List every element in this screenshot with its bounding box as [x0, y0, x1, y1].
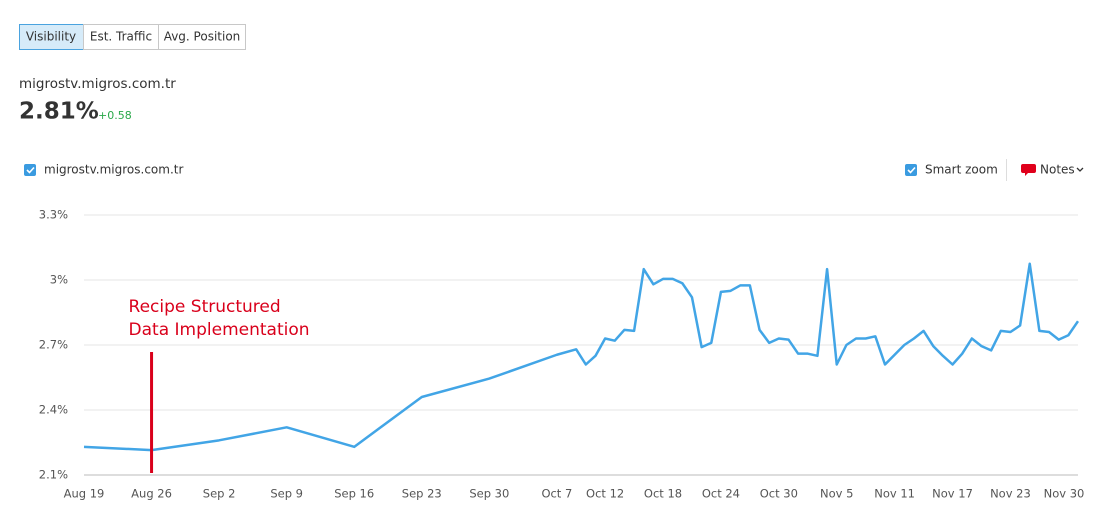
x-tick-label: Nov 23	[990, 487, 1031, 501]
y-tick-label: 2.7%	[39, 338, 68, 352]
x-tick-label: Aug 19	[64, 487, 105, 501]
legend-checkbox[interactable]	[24, 164, 36, 176]
annotation-text: Data Implementation	[129, 320, 310, 340]
smart-zoom-label[interactable]: Smart zoom	[925, 163, 998, 177]
x-tick-label: Oct 7	[541, 487, 572, 501]
check	[907, 166, 916, 174]
y-tick-label: 2.1%	[39, 468, 68, 482]
x-tick-label: Oct 24	[702, 487, 740, 501]
y-tick-label: 3.3%	[39, 208, 68, 222]
x-tick-label: Nov 30	[1044, 487, 1085, 501]
check	[26, 166, 35, 174]
notes-label[interactable]: Notes	[1040, 163, 1075, 177]
tab-label[interactable]: Avg. Position	[164, 30, 241, 44]
x-tick-label: Aug 26	[131, 487, 172, 501]
x-tick-label: Sep 30	[469, 487, 509, 501]
tab-label[interactable]: Est. Traffic	[90, 30, 152, 44]
annotation-text: Recipe Structured	[129, 297, 281, 317]
legend-label: migrostv.migros.com.tr	[44, 163, 183, 177]
metric: 2.81%	[19, 99, 99, 125]
notes-icon	[1021, 164, 1036, 176]
series-line	[83, 262, 1080, 452]
x-tick-label: Sep 23	[402, 487, 442, 501]
x-tick-label: Nov 11	[874, 487, 915, 501]
x-tick-label: Sep 2	[203, 487, 236, 501]
x-tick-label: Nov 17	[932, 487, 973, 501]
x-tick-label: Sep 16	[334, 487, 374, 501]
tab-label[interactable]: Visibility	[26, 30, 76, 44]
domain: migrostv.migros.com.tr	[19, 76, 176, 92]
x-tick-label: Nov 5	[820, 487, 853, 501]
x-tick-label: Oct 30	[760, 487, 798, 501]
x-tick-label: Oct 12	[586, 487, 624, 501]
tab[interactable]	[83, 24, 159, 50]
chevron[interactable]	[1076, 167, 1084, 172]
x-tick-label: Oct 18	[644, 487, 682, 501]
change: +0.58	[98, 109, 132, 122]
smart-zoom-checkbox[interactable]	[905, 164, 917, 176]
tab-selected[interactable]	[19, 24, 84, 50]
y-tick-label: 3%	[50, 273, 68, 287]
tab[interactable]	[158, 24, 246, 50]
y-tick-label: 2.4%	[39, 403, 68, 417]
x-tick-label: Sep 9	[270, 487, 303, 501]
